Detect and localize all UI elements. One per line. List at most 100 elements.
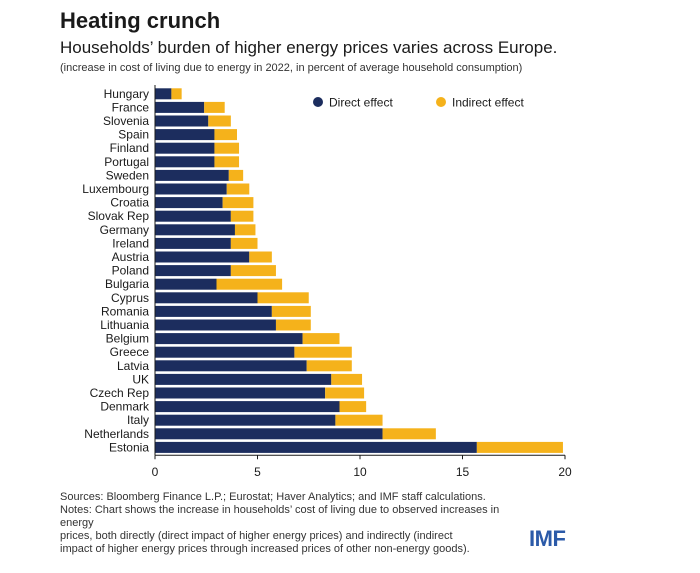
- category-label: Lithuania: [100, 318, 149, 332]
- bar-indirect-effect: [302, 333, 340, 345]
- category-label: France: [112, 100, 150, 114]
- bar-indirect-effect: [271, 305, 311, 317]
- chart-title: Heating crunch: [60, 8, 221, 33]
- bar-indirect-effect: [339, 401, 367, 413]
- category-label: Luxembourg: [82, 182, 149, 196]
- category-label: Hungary: [104, 87, 149, 101]
- bar-indirect-effect: [306, 360, 352, 372]
- bar-direct-effect: [155, 237, 231, 249]
- bar-direct-effect: [155, 428, 383, 440]
- bar-indirect-effect: [216, 278, 283, 290]
- category-label: Estonia: [109, 440, 149, 454]
- bar-indirect-effect: [228, 169, 244, 181]
- bar-indirect-effect: [331, 373, 363, 385]
- bar-indirect-effect: [476, 441, 563, 453]
- bar-direct-effect: [155, 142, 215, 154]
- legend-marker-indirect: [436, 97, 446, 107]
- bar-direct-effect: [155, 414, 336, 426]
- bar-indirect-effect: [214, 156, 240, 168]
- bar-direct-effect: [155, 305, 272, 317]
- bar-indirect-effect: [294, 346, 352, 358]
- bar-direct-effect: [155, 197, 223, 209]
- category-label: Spain: [118, 128, 149, 142]
- bar-direct-effect: [155, 373, 332, 385]
- x-tick-label: 0: [152, 465, 159, 479]
- bar-direct-effect: [155, 169, 229, 181]
- chart-footer: Sources: Bloomberg Finance L.P.; Eurosta…: [60, 491, 530, 556]
- bar-indirect-effect: [214, 142, 240, 154]
- category-label: Cyprus: [111, 291, 149, 305]
- category-label: Portugal: [104, 155, 149, 169]
- stacked-bar-chart: HungaryFranceSloveniaSpainFinlandPortuga…: [82, 85, 572, 479]
- category-label: Romania: [101, 304, 149, 318]
- bar-indirect-effect: [171, 88, 182, 100]
- category-label: Croatia: [110, 196, 149, 210]
- category-label: Latvia: [117, 359, 149, 373]
- legend-label: Indirect effect: [452, 96, 524, 110]
- bar-indirect-effect: [335, 414, 383, 426]
- category-label: UK: [132, 372, 149, 386]
- bar-direct-effect: [155, 115, 209, 127]
- bar-direct-effect: [155, 401, 340, 413]
- bar-direct-effect: [155, 183, 227, 195]
- bar-indirect-effect: [382, 428, 436, 440]
- bar-indirect-effect: [234, 224, 256, 236]
- bar-indirect-effect: [257, 292, 309, 304]
- legend-marker-direct: [313, 97, 323, 107]
- category-label: Slovenia: [103, 114, 149, 128]
- bar-indirect-effect: [208, 115, 231, 127]
- category-label: Netherlands: [84, 427, 149, 441]
- bar-indirect-effect: [230, 265, 276, 277]
- bar-indirect-effect: [325, 387, 365, 399]
- bar-direct-effect: [155, 278, 217, 290]
- bar-indirect-effect: [230, 210, 254, 222]
- bar-indirect-effect: [226, 183, 250, 195]
- category-label: Austria: [112, 250, 150, 264]
- notes-line-3: impact of higher energy prices through i…: [60, 543, 470, 555]
- category-label: Czech Rep: [90, 386, 150, 400]
- category-label: Belgium: [106, 332, 149, 346]
- notes-line-1: Notes: Chart shows the increase in house…: [60, 504, 500, 529]
- legend-label: Direct effect: [329, 96, 393, 110]
- bar-direct-effect: [155, 360, 307, 372]
- bar-direct-effect: [155, 88, 172, 100]
- bar-direct-effect: [155, 251, 250, 263]
- category-label: Poland: [112, 264, 149, 278]
- chart-subtitle: Households’ burden of higher energy pric…: [60, 38, 558, 57]
- bar-direct-effect: [155, 441, 477, 453]
- category-label: Sweden: [106, 168, 149, 182]
- bar-indirect-effect: [275, 319, 311, 331]
- sources-text: Sources: Bloomberg Finance L.P.; Eurosta…: [60, 491, 486, 503]
- bar-indirect-effect: [230, 237, 258, 249]
- bar-direct-effect: [155, 210, 231, 222]
- bar-indirect-effect: [222, 197, 254, 209]
- category-label: Ireland: [112, 236, 149, 250]
- bar-indirect-effect: [204, 101, 225, 113]
- bar-direct-effect: [155, 224, 235, 236]
- bar-direct-effect: [155, 319, 276, 331]
- bar-direct-effect: [155, 333, 303, 345]
- bar-direct-effect: [155, 129, 215, 141]
- x-tick-label: 15: [456, 465, 470, 479]
- notes-line-2: prices, both directly (direct impact of …: [60, 530, 453, 542]
- category-label: Slovak Rep: [88, 209, 150, 223]
- category-label: Finland: [110, 141, 149, 155]
- bar-indirect-effect: [214, 129, 237, 141]
- x-tick-label: 10: [353, 465, 367, 479]
- chart-unit-note: (increase in cost of living due to energ…: [60, 62, 523, 74]
- category-label: Bulgaria: [105, 277, 149, 291]
- category-label: Greece: [110, 345, 150, 359]
- bar-direct-effect: [155, 265, 231, 277]
- category-label: Italy: [127, 413, 149, 427]
- x-tick-label: 5: [254, 465, 261, 479]
- x-tick-label: 20: [558, 465, 572, 479]
- bar-direct-effect: [155, 346, 295, 358]
- category-label: Denmark: [100, 400, 150, 414]
- bar-indirect-effect: [249, 251, 272, 263]
- category-label: Germany: [100, 223, 149, 237]
- bar-direct-effect: [155, 387, 326, 399]
- bar-direct-effect: [155, 156, 215, 168]
- imf-logo: IMF: [529, 526, 566, 551]
- bar-direct-effect: [155, 101, 205, 113]
- bar-direct-effect: [155, 292, 258, 304]
